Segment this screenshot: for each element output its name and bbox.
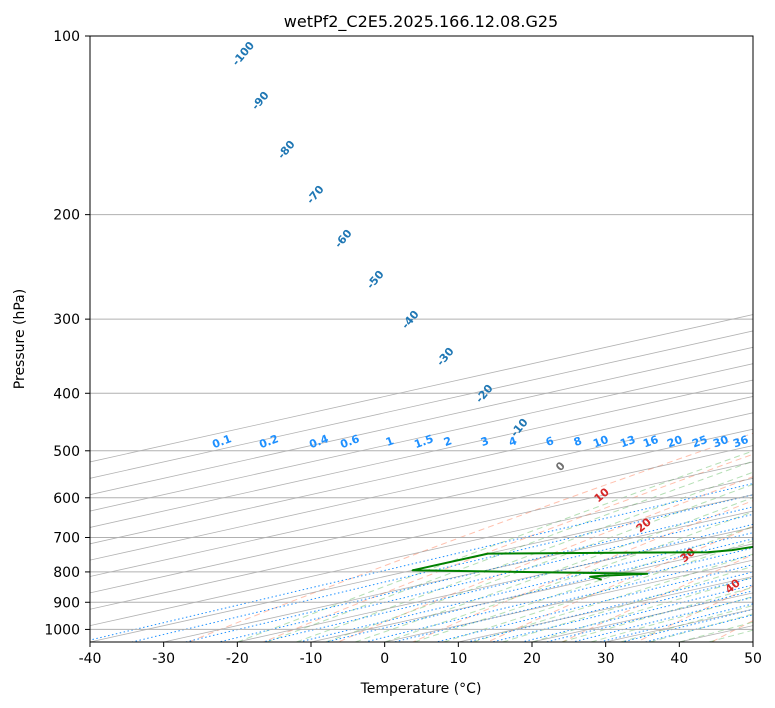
mixing-ratio-line [218,513,753,642]
y-axis-label: Pressure (hPa) [12,289,28,389]
y-tick-label: 400 [53,386,80,402]
x-tick-label: 10 [449,651,467,667]
mixing-ratio-lines [90,483,753,642]
mixing-ratio-label: 30 [711,433,730,451]
mixing-ratio-label: 6 [544,434,556,449]
isotherm-line [90,314,753,463]
mixing-ratio-line [299,532,753,642]
mixing-ratio-line [436,564,753,642]
mixing-ratio-label: 16 [641,433,660,451]
y-tick-label: 900 [53,595,80,611]
isotherm-line [90,412,753,561]
mixing-ratio-line [365,547,753,642]
dry-adiabats [188,432,753,642]
x-tick-label: 20 [523,651,541,667]
mixing-ratio-label: 0.1 [210,432,233,451]
isotherm-line [90,330,753,479]
moist-adiabat-line [384,511,753,642]
y-tick-label: 100 [53,29,80,45]
x-tick-label: 40 [670,651,688,667]
mixing-ratio-label: 4 [507,434,519,449]
x-tick-label: -10 [300,651,323,667]
mixing-ratio-label: 1.5 [412,432,435,451]
isotherm-line [90,477,753,627]
moist-adiabat-line [531,576,753,642]
mixing-ratio-line [185,506,753,642]
mixing-ratio-label: 0.6 [338,432,361,451]
x-tick-label: 0 [380,651,389,667]
mixing-ratio-label: 2 [442,434,454,449]
mixing-ratio-label: 8 [572,434,584,449]
pressure-gridlines [90,36,753,630]
dry-adiabat-line [412,500,753,642]
moist-adiabat-line [266,460,753,642]
mixing-ratio-label: 25 [690,433,709,450]
isotherm-line [90,461,753,610]
x-tick-label: 50 [744,651,762,667]
y-tick-label: 500 [53,444,80,460]
mixing-ratio-label: 3 [479,434,491,449]
y-tick-label: 1000 [44,622,80,638]
moist-adiabat-line [237,450,753,642]
x-tick-label: -40 [79,651,102,667]
x-tick-label: -30 [152,651,175,667]
skewed-isotherms [90,314,753,642]
dry-adiabat-line [338,476,753,642]
mixing-ratio-line [90,483,753,641]
moist-adiabat-line [413,525,753,642]
y-tick-label: 300 [53,312,80,328]
isotherm-line [90,494,753,642]
chart-title: wetPf2_C2E5.2025.166.12.08.G25 [284,12,558,32]
isotherm-line [90,445,753,594]
mixing-ratio-label: 13 [618,433,637,450]
mixing-ratio-label: 1 [384,434,396,449]
x-tick-label: 30 [597,651,615,667]
isotherm-line [237,526,753,642]
plot-frame [89,35,754,643]
plot-area [90,36,753,642]
y-tick-label: 700 [53,531,80,547]
y-tick-label: 800 [53,565,80,581]
isotherm-line [163,510,753,642]
x-axis-label: Temperature (°C) [360,681,482,697]
x-tick-label: -20 [226,651,249,667]
mixing-ratio-line [325,538,753,642]
moist-adiabat-line [325,483,753,642]
isotherm-line [90,428,753,577]
dry-adiabat-line [188,432,753,642]
mixing-ratio-line [492,577,753,642]
isotherm-line [90,396,753,545]
y-tick-label: 600 [53,491,80,507]
mixing-ratio-label: 0.2 [257,432,280,451]
mixing-ratio-label: 10 [591,433,610,451]
y-tick-label: 200 [53,208,80,224]
mixing-ratio-label: 20 [665,433,684,451]
moist-adiabat-line [561,586,753,642]
mixing-ratio-label: 36 [731,433,750,451]
mixing-ratio-label: 0.4 [307,432,330,451]
axes: -40 -30 -20 -10 0 10 20 30 40 5010020030040050060… [44,29,762,667]
